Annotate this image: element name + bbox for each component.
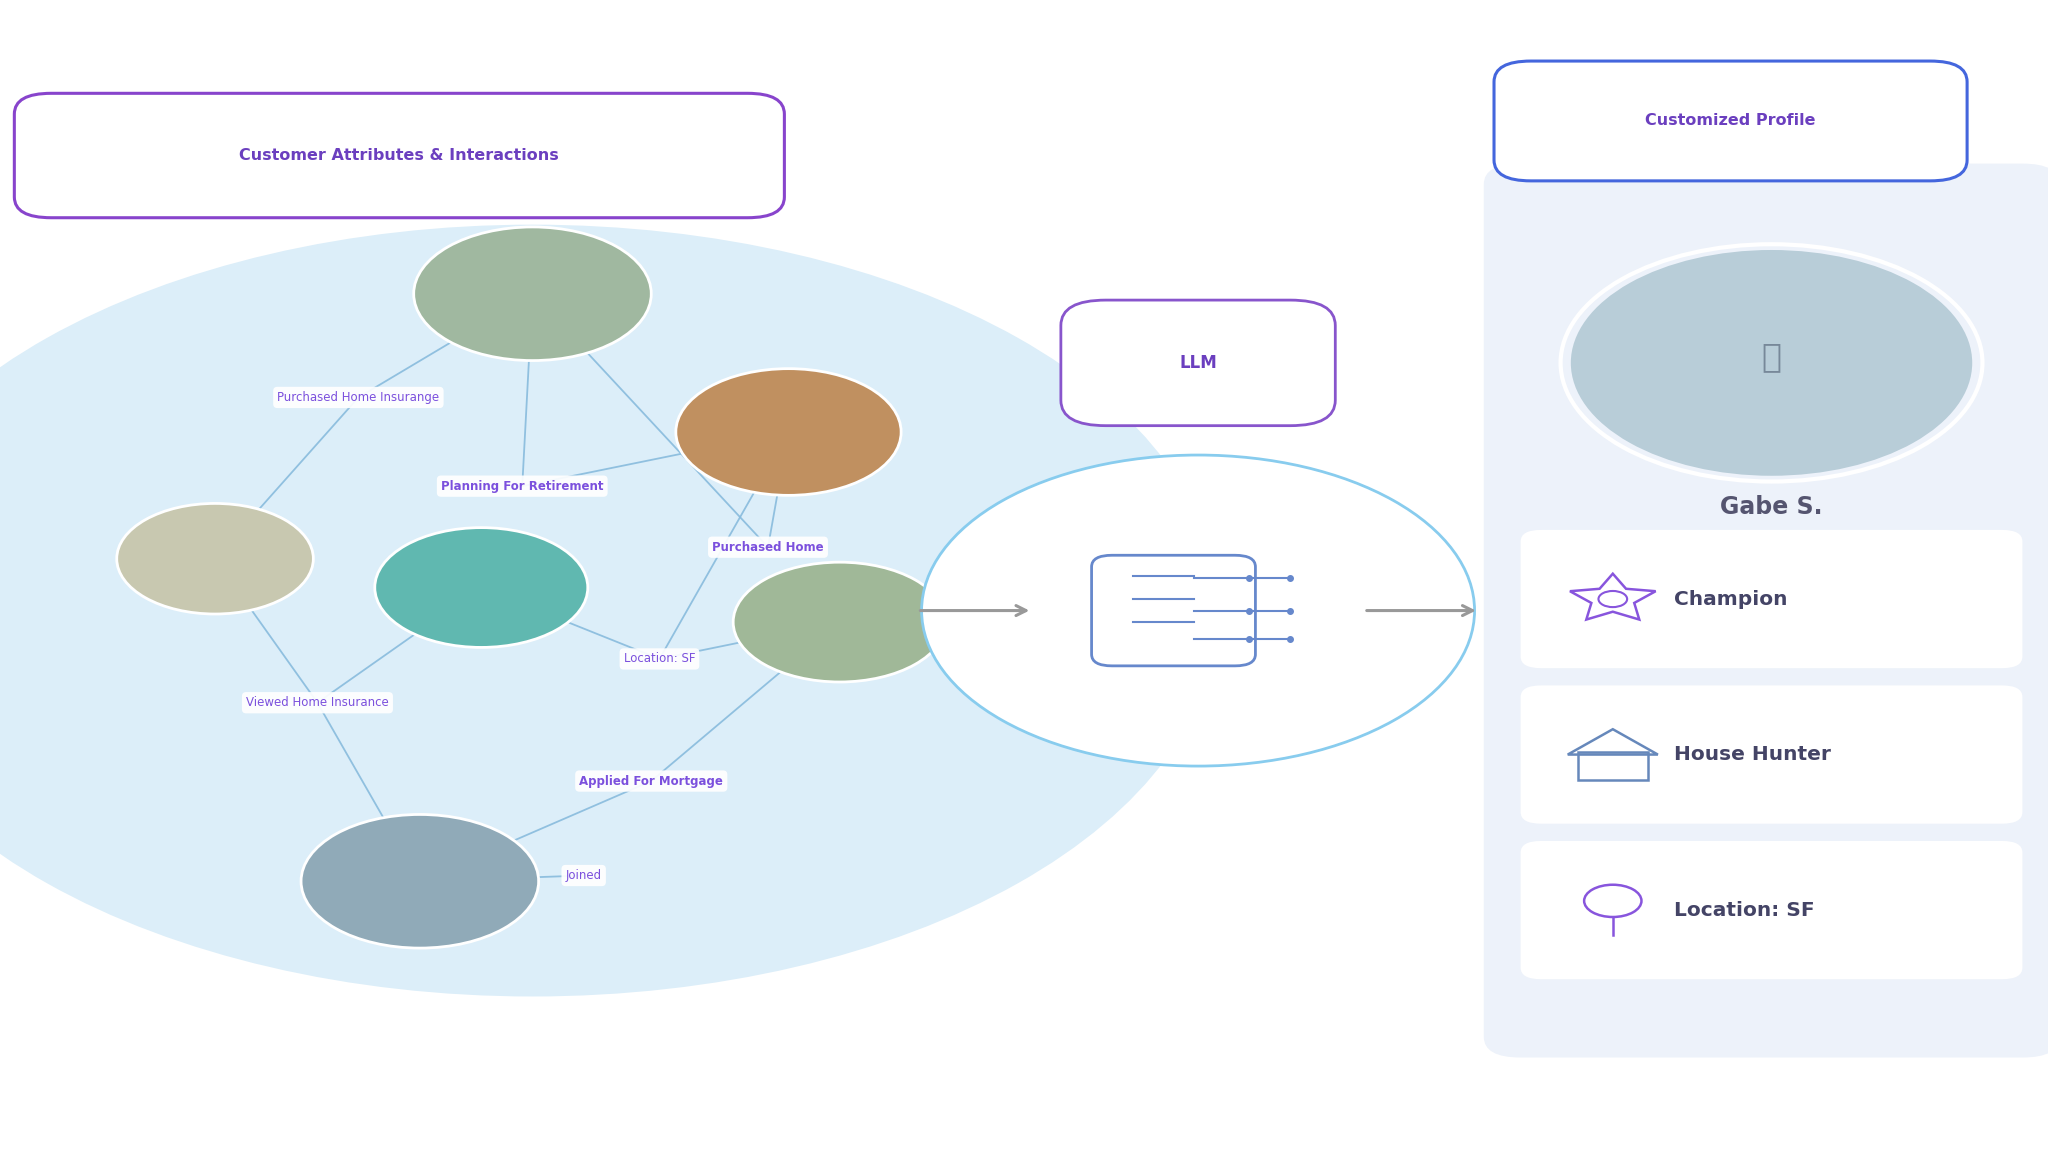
Text: Purchased Home: Purchased Home — [713, 540, 823, 554]
Circle shape — [0, 225, 1219, 996]
Circle shape — [375, 528, 588, 647]
Circle shape — [414, 227, 651, 361]
Text: Champion: Champion — [1673, 590, 1788, 608]
Text: Customized Profile: Customized Profile — [1645, 113, 1817, 129]
FancyBboxPatch shape — [1493, 61, 1966, 181]
Text: Location: SF: Location: SF — [1673, 901, 1815, 919]
Text: Customer Attributes & Interactions: Customer Attributes & Interactions — [240, 147, 559, 164]
Circle shape — [922, 455, 1475, 766]
Circle shape — [1571, 250, 1972, 476]
FancyBboxPatch shape — [1483, 164, 2048, 1058]
Text: 👤: 👤 — [1761, 341, 1782, 373]
Circle shape — [301, 814, 539, 948]
FancyBboxPatch shape — [1520, 530, 2021, 668]
Text: Applied For Mortgage: Applied For Mortgage — [580, 774, 723, 788]
Text: LLM: LLM — [1180, 354, 1217, 372]
Text: Purchased Home Insurange: Purchased Home Insurange — [276, 391, 440, 404]
FancyBboxPatch shape — [1520, 685, 2021, 824]
Text: Gabe S.: Gabe S. — [1720, 495, 1823, 518]
Text: Planning For Retirement: Planning For Retirement — [440, 479, 604, 493]
Text: Location: SF: Location: SF — [625, 652, 694, 666]
FancyBboxPatch shape — [14, 93, 784, 218]
Circle shape — [117, 503, 313, 614]
Text: Viewed Home Insurance: Viewed Home Insurance — [246, 696, 389, 710]
Text: House Hunter: House Hunter — [1673, 745, 1831, 764]
Text: Joined: Joined — [565, 869, 602, 882]
Circle shape — [676, 369, 901, 495]
FancyBboxPatch shape — [1061, 301, 1335, 426]
Circle shape — [733, 562, 946, 682]
FancyBboxPatch shape — [1520, 841, 2021, 979]
